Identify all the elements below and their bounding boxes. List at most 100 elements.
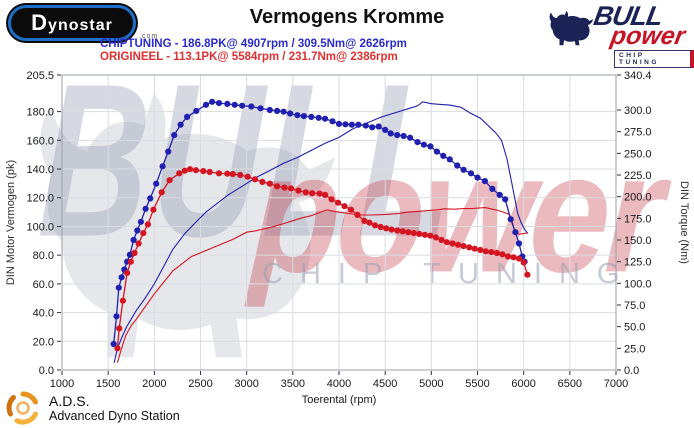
marker-chiptuning-torque-nm — [171, 132, 178, 139]
marker-chiptuning-torque-nm — [315, 114, 322, 121]
marker-chiptuning-torque-nm — [489, 185, 496, 192]
marker-chiptuning-torque-nm — [507, 216, 514, 223]
marker-origineel-torque-nm — [520, 259, 527, 266]
y-left-tick-label: 100.0 — [26, 221, 54, 233]
y-right-tick-label: 250.0 — [624, 148, 652, 160]
marker-chiptuning-torque-nm — [215, 100, 223, 107]
y-right-tick-label: 300.0 — [624, 105, 652, 117]
marker-chiptuning-torque-nm — [414, 139, 421, 146]
marker-chiptuning-torque-nm — [134, 227, 141, 234]
left-axis-title: DIN Motor Vermogen (pk) — [5, 160, 17, 285]
page-title: Vermogens Kromme — [249, 6, 445, 28]
marker-chiptuning-torque-nm — [382, 126, 389, 133]
marker-origineel-torque-nm — [135, 240, 142, 247]
y-right-tick-label: 175.0 — [624, 213, 652, 225]
y-right-tick-label: 125.0 — [624, 257, 652, 269]
marker-origineel-torque-nm — [416, 230, 423, 237]
y-right-tick-label: 225.0 — [624, 170, 652, 182]
series-chiptuning-torque-nm — [113, 101, 526, 345]
marker-chiptuning-torque-nm — [165, 148, 172, 155]
marker-origineel-torque-nm — [176, 170, 183, 177]
marker-origineel-torque-nm — [124, 269, 131, 276]
x-tick-label: 2500 — [188, 378, 212, 390]
marker-origineel-torque-nm — [399, 228, 406, 235]
marker-origineel-torque-nm — [499, 251, 506, 258]
marker-origineel-torque-nm — [438, 236, 445, 244]
bullpower-chip-text: CHIP TUNING — [614, 50, 694, 68]
marker-chiptuning-torque-nm — [110, 340, 117, 348]
marker-origineel-torque-nm — [394, 227, 401, 234]
marker-chiptuning-torque-nm — [467, 170, 475, 177]
marker-chiptuning-torque-nm — [322, 115, 329, 122]
marker-chiptuning-torque-nm — [184, 113, 191, 120]
marker-chiptuning-torque-nm — [427, 143, 434, 150]
marker-chiptuning-torque-nm — [355, 121, 362, 128]
x-tick-label: 5500 — [465, 378, 489, 390]
marker-chiptuning-torque-nm — [362, 122, 369, 129]
x-tick-label: 5000 — [419, 378, 443, 390]
x-tick-label: 3000 — [234, 378, 258, 390]
legend-origineel: ORIGINEEL - 113.1PK@ 5584rpm / 231.7Nm@ … — [100, 51, 398, 63]
marker-chiptuning-torque-nm — [460, 166, 467, 173]
marker-chiptuning-torque-nm — [209, 98, 216, 105]
marker-chiptuning-torque-nm — [481, 178, 488, 185]
marker-origineel-torque-nm — [524, 271, 531, 278]
x-tick-label: 1000 — [50, 378, 74, 390]
marker-chiptuning-torque-nm — [239, 102, 246, 109]
plot-border — [61, 74, 617, 371]
y-right-tick-label: 200.0 — [624, 192, 652, 204]
marker-origineel-torque-nm — [471, 245, 478, 252]
marker-origineel-torque-nm — [192, 167, 199, 174]
x-tick-label: 4000 — [327, 378, 351, 390]
series-origineel-power-pk — [116, 207, 528, 363]
x-tick-label: 7000 — [604, 378, 628, 390]
marker-origineel-torque-nm — [477, 246, 484, 254]
marker-origineel-torque-nm — [186, 166, 194, 173]
marker-chiptuning-torque-nm — [202, 101, 210, 108]
y-left-tick-label: 180.0 — [26, 107, 54, 119]
marker-chiptuning-torque-nm — [224, 100, 231, 107]
marker-origineel-torque-nm — [466, 244, 473, 251]
x-tick-label: 4500 — [373, 378, 397, 390]
x-tick-label: 3500 — [281, 378, 305, 390]
marker-chiptuning-torque-nm — [335, 120, 343, 127]
y-left-tick-label: 40.0 — [33, 308, 54, 320]
marker-origineel-torque-nm — [366, 219, 373, 226]
marker-origineel-torque-nm — [144, 221, 151, 228]
y-right-tick-label: 100.0 — [624, 278, 652, 290]
ads-logo: A.D.S. Advanced Dyno Station — [6, 391, 180, 425]
bullpower-power-text: power — [608, 22, 688, 50]
marker-chiptuning-torque-nm — [231, 101, 238, 108]
marker-origineel-torque-nm — [114, 345, 121, 352]
marker-chiptuning-torque-nm — [177, 121, 184, 128]
y-right-tick-label: 25.0 — [624, 343, 645, 355]
marker-origineel-torque-nm — [166, 177, 173, 184]
marker-origineel-torque-nm — [181, 167, 188, 174]
marker-chiptuning-torque-nm — [308, 113, 315, 120]
marker-origineel-torque-nm — [460, 243, 467, 250]
dynostar-logo-text: Dynostar — [31, 10, 113, 35]
dynostar-logo: Dynostar — [8, 5, 136, 41]
marker-origineel-torque-nm — [443, 239, 451, 246]
marker-chiptuning-torque-nm — [113, 313, 120, 320]
marker-chiptuning-torque-nm — [193, 107, 200, 114]
marker-origineel-torque-nm — [302, 189, 309, 196]
marker-origineel-torque-nm — [158, 189, 165, 196]
marker-origineel-torque-nm — [150, 206, 157, 213]
y-left-tick-label: 140.0 — [26, 164, 54, 176]
marker-origineel-torque-nm — [361, 217, 368, 224]
marker-origineel-torque-nm — [449, 240, 456, 247]
x-tick-label: 1500 — [96, 378, 120, 390]
bullpower-logo: BULL power CHIP TUNING — [548, 1, 694, 68]
marker-origineel-torque-nm — [229, 171, 236, 178]
y-left-tick-label: 20.0 — [33, 336, 54, 348]
marker-origineel-torque-nm — [140, 230, 147, 237]
marker-origineel-torque-nm — [432, 234, 439, 241]
marker-origineel-torque-nm — [410, 230, 417, 237]
marker-chiptuning-torque-nm — [512, 229, 519, 236]
x-tick-label: 6000 — [511, 378, 535, 390]
marker-chiptuning-torque-nm — [274, 107, 281, 114]
marker-origineel-torque-nm — [259, 178, 266, 185]
marker-origineel-torque-nm — [281, 184, 288, 191]
